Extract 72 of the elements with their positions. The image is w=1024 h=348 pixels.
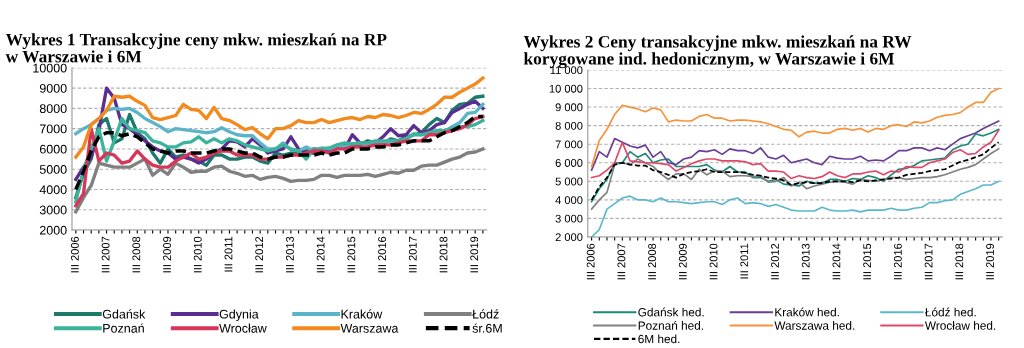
x-tick-label: III 2013: [285, 236, 294, 273]
y-tick-label: 3 000: [555, 214, 583, 223]
x-tick-label: III 2012: [771, 243, 779, 280]
line-series: [590, 129, 1000, 180]
x-tick-label: III 2016: [893, 243, 902, 280]
line-series: [74, 76, 485, 159]
x-tick-label: III 2018: [439, 236, 448, 273]
x-tick-label: III 2009: [163, 236, 171, 273]
legend-label: Poznań hed.: [638, 320, 703, 330]
x-tick-label: III 2006: [70, 236, 79, 273]
legend-label: Kraków hed.: [775, 307, 839, 317]
y-tick-label: 9 000: [555, 103, 583, 112]
y-tick-label: 4000: [39, 185, 67, 195]
y-tick-label: 7 000: [555, 140, 583, 149]
y-tick-label: 2000: [39, 225, 67, 235]
legend-label: Kraków: [341, 309, 383, 319]
legend-label: Łódź: [472, 309, 499, 319]
y-tick-label: 5000: [39, 165, 67, 174]
y-tick-label: 6000: [39, 144, 67, 154]
legend-label: Warszawa hed.: [774, 321, 855, 330]
x-tick-label: III 2019: [470, 236, 479, 273]
x-tick-label: III 2007: [101, 236, 110, 273]
x-tick-label: III 2017: [924, 243, 933, 280]
line-series: [590, 180, 1000, 237]
x-tick-label: III 2014: [832, 243, 841, 280]
legend-label: Łódź hed.: [925, 307, 976, 317]
line-series: [74, 114, 485, 192]
line-series: [590, 87, 1000, 168]
legend-label: Gdańsk hed.: [638, 307, 704, 317]
line-series: [590, 120, 1000, 172]
x-tick-label: III 2009: [678, 243, 687, 280]
x-tick-label: III 2008: [132, 236, 141, 273]
x-tick-label: III 2016: [378, 236, 387, 273]
x-tick-label: III 2011: [224, 236, 233, 272]
legend-label: Gdynia: [219, 309, 259, 322]
x-tick-label: III 2018: [955, 243, 964, 280]
y-tick-label: 10000: [33, 63, 67, 73]
legend-label: śr.6M: [472, 323, 502, 333]
x-tick-label: III 2010: [709, 243, 718, 280]
line-series: [590, 141, 1000, 201]
x-tick-label: III 2019: [986, 243, 994, 280]
x-tick-label: III 2012: [255, 236, 264, 273]
x-tick-label: III 2015: [863, 243, 872, 280]
x-tick-label: III 2017: [408, 236, 417, 273]
legend-label: Wrocław: [219, 323, 267, 333]
y-tick-label: 8000: [39, 104, 67, 114]
x-tick-label: III 2006: [586, 243, 595, 280]
line-series: [74, 147, 485, 214]
x-tick-label: III 2007: [617, 243, 626, 280]
y-tick-label: 7000: [39, 124, 67, 134]
y-tick-label: 2 000: [555, 233, 583, 242]
x-tick-label: III 2014: [316, 236, 325, 273]
y-tick-label: 8 000: [555, 121, 583, 130]
legend-label: Warszawa: [340, 324, 399, 333]
x-tick-label: III 2008: [648, 243, 657, 280]
x-tick-label: III 2015: [347, 236, 356, 273]
y-tick-label: 3000: [39, 205, 67, 215]
x-tick-label: III 2010: [193, 236, 202, 273]
x-tick-label: III 2013: [801, 243, 810, 280]
y-tick-label: 9000: [39, 83, 67, 93]
legend-label: 6M hed.: [638, 334, 680, 344]
line-series: [590, 128, 1000, 203]
y-tick-label: 6 000: [555, 159, 583, 167]
y-tick-label: 10 000: [549, 84, 583, 93]
line-series: [590, 147, 1000, 210]
legend-label: Gdańsk: [102, 309, 146, 319]
legend-label: Poznań: [103, 323, 144, 333]
legend-label: Wrocław hed.: [924, 321, 996, 330]
y-tick-label: 5 000: [555, 177, 583, 186]
x-tick-label: III 2011: [740, 243, 749, 279]
chart-title: Wykres 1 Transakcyjne ceny mkw. mieszkań na RP w Warszawie i 6M: [5, 33, 387, 63]
y-tick-label: 4 000: [555, 196, 583, 204]
